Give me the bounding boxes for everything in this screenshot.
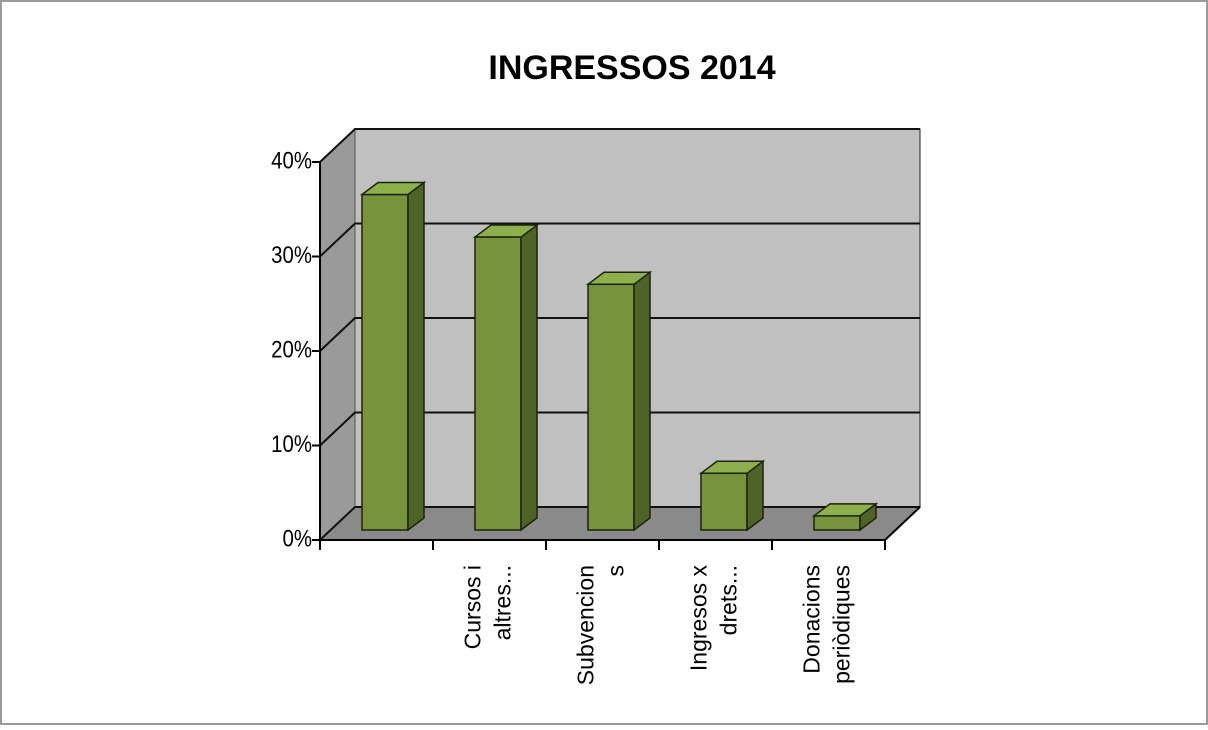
grid-line <box>319 317 920 352</box>
chart-title: INGRESSOS 2014 <box>488 49 775 87</box>
x-tick-label: altres... <box>490 565 516 640</box>
x-tick-label: Subvencion <box>573 565 599 685</box>
x-tick-label: Donacions <box>799 565 825 674</box>
bar-front <box>813 515 861 531</box>
bar-top <box>585 271 653 286</box>
bar <box>472 223 540 532</box>
x-tick-label: Ingresos x <box>686 565 712 672</box>
bar <box>811 502 879 532</box>
bar-front <box>474 236 522 531</box>
x-tick-label: periòdiques <box>829 565 855 684</box>
bar <box>585 270 653 532</box>
bar-front <box>700 472 748 531</box>
bar-front <box>587 283 635 531</box>
y-tick-label: 10% <box>271 430 312 457</box>
bar-top <box>472 224 540 238</box>
x-axis-end <box>884 506 921 541</box>
y-tick-label: 20% <box>271 336 312 363</box>
bar-front <box>361 193 409 531</box>
bar-side <box>520 223 538 532</box>
bar-top <box>359 181 427 196</box>
bar <box>359 181 427 532</box>
grid-line <box>319 128 920 163</box>
grid-line <box>319 411 920 447</box>
bar-top <box>698 460 766 475</box>
x-tick-label: s <box>603 565 629 577</box>
bar-side <box>407 181 425 532</box>
y-tick-label: 30% <box>271 241 312 268</box>
x-tick-label: drets... <box>716 565 742 635</box>
x-tick-label: Cursos i <box>460 565 486 649</box>
bar <box>698 459 766 532</box>
bar-side <box>633 270 651 532</box>
grid-line <box>319 222 920 258</box>
bar-top <box>811 503 879 517</box>
y-tick-label: 0% <box>283 525 312 552</box>
y-tick-label: 40% <box>271 147 312 174</box>
